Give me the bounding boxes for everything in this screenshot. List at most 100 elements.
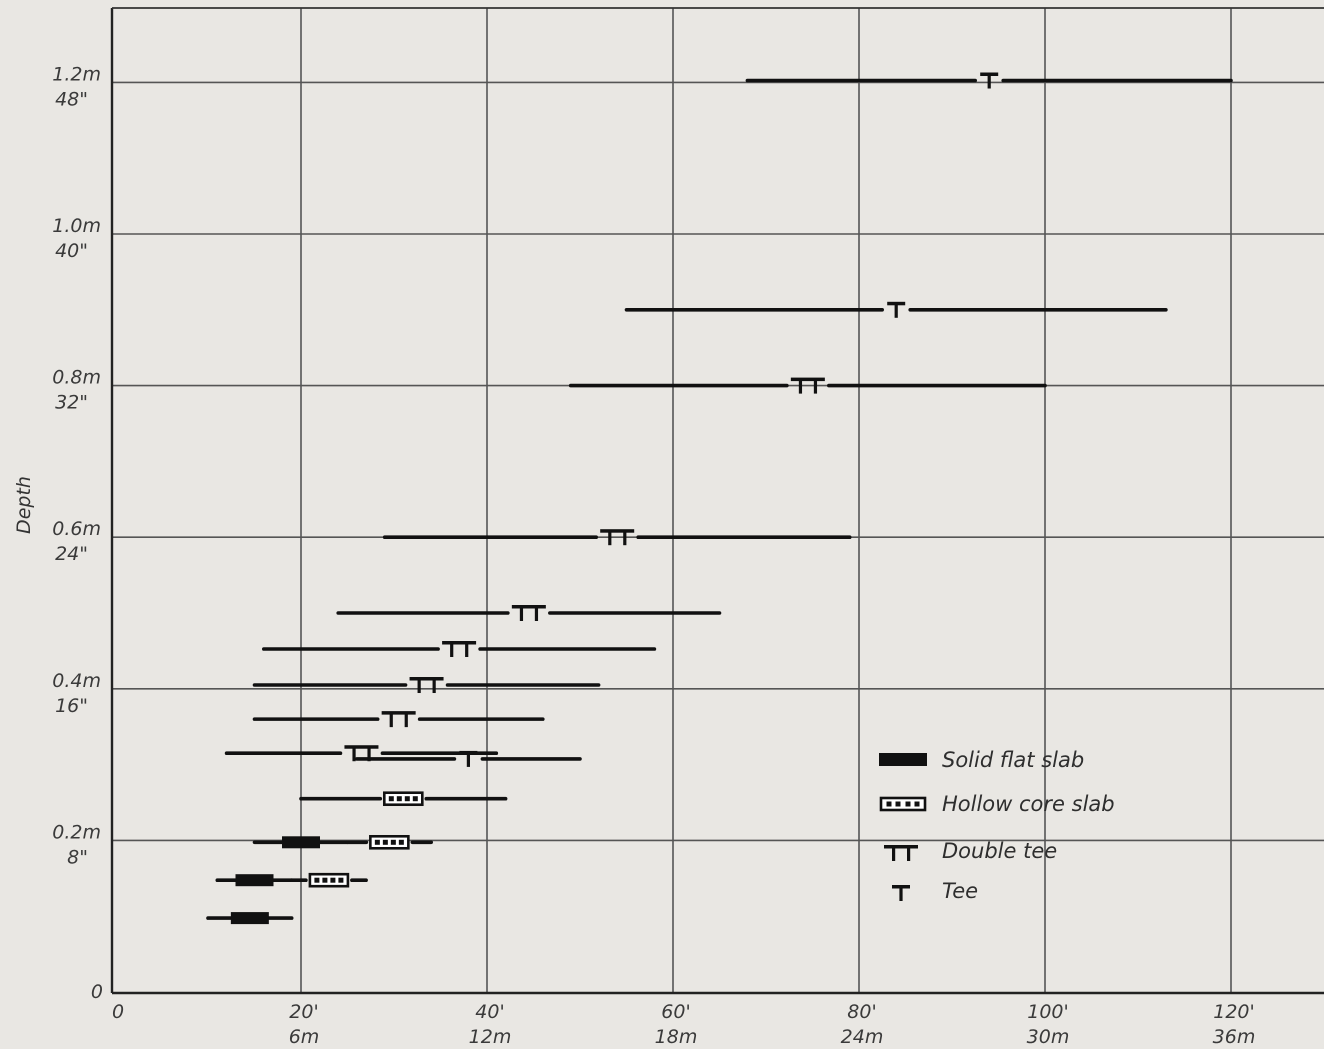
span-range-bars <box>206 72 1233 925</box>
tee-stem <box>519 608 524 621</box>
y-tick-label-imperial: 8" <box>67 846 88 868</box>
tee-stem <box>389 714 393 728</box>
hollow-core <box>412 796 418 802</box>
doubletee-symbol <box>884 845 918 861</box>
hollow-core <box>404 796 410 802</box>
y-tick-label-imperial: 24" <box>55 543 88 565</box>
tee-stem <box>892 848 896 861</box>
legend-item-doubletee: Double tee <box>884 839 1057 863</box>
tee-stem <box>466 753 470 767</box>
hollow-core <box>388 796 394 802</box>
hollow-core <box>338 877 344 883</box>
tee-stem <box>899 888 903 901</box>
y-tick-label: 0.6m <box>52 518 101 540</box>
tee-stem <box>450 644 454 658</box>
tee-symbol <box>892 885 910 901</box>
hollow-core <box>914 801 920 807</box>
hollow-core <box>374 839 380 845</box>
hollow-symbol <box>308 872 350 888</box>
hollow-slab-mark <box>369 834 410 850</box>
hollow-core <box>886 801 892 807</box>
legend-label: Double tee <box>942 839 1057 863</box>
solid-symbol <box>235 874 274 887</box>
hollow-symbol <box>369 834 410 850</box>
tee-flange <box>511 605 546 609</box>
solid-symbol <box>230 912 269 925</box>
x-tick-label: 0 <box>112 1001 124 1023</box>
legend-item-hollow: Hollow core slab <box>879 792 1115 816</box>
tee-symbol <box>887 301 906 318</box>
tee-flange <box>980 72 999 77</box>
tee-stem <box>894 304 898 318</box>
x-tick-label-metric: 24m <box>841 1026 884 1048</box>
doubletee-symbol <box>600 529 635 546</box>
solid-symbol <box>282 836 320 849</box>
tee-stem <box>813 380 818 394</box>
doubletee-symbol <box>344 745 379 762</box>
legend: Solid flat slab Hollow core slab Double te… <box>879 748 1115 903</box>
hollow-core <box>396 796 402 802</box>
tee-flange <box>409 677 444 681</box>
legend-item-solid: Solid flat slab <box>879 748 1084 772</box>
tee-stem <box>417 680 421 694</box>
tee-flange <box>887 301 906 306</box>
y-tick-label: 1.2m <box>52 63 101 85</box>
y-tick-label: 0 <box>91 981 103 1003</box>
y-tick-label-imperial: 16" <box>55 695 88 717</box>
x-tick-label-metric: 6m <box>289 1026 320 1048</box>
x-tick-label-metric: 18m <box>655 1026 698 1048</box>
doubletee-symbol <box>511 605 546 621</box>
hollow-symbol <box>382 791 424 807</box>
tee-stem <box>432 680 436 694</box>
y-tick-label: 0.4m <box>52 670 101 692</box>
solid-slab-mark <box>282 836 320 849</box>
tee-flange <box>600 529 635 533</box>
hollow-core <box>330 877 336 883</box>
hollow-core <box>398 839 404 845</box>
tee-stem <box>404 714 408 728</box>
tee-flange <box>892 885 910 889</box>
x-tick-labels: 0 20' 6m 40' 12m 60' 18m 80' 24m 100' 30m 120' 36m <box>112 1001 1255 1048</box>
solid-slab-mark <box>230 912 269 925</box>
y-tick-label: 0.2m <box>52 821 101 843</box>
doubletee-symbol <box>409 677 444 694</box>
hollow-slab-mark <box>308 872 350 888</box>
tee-flange <box>884 845 918 849</box>
tee-flange <box>442 641 477 645</box>
hollow-legend-icon <box>879 796 927 812</box>
legend-label: Tee <box>942 879 978 903</box>
y-tick-label: 1.0m <box>52 215 101 237</box>
tee-stem <box>987 75 991 89</box>
hollow-core <box>895 801 901 807</box>
tee-stem <box>798 380 803 394</box>
solid-slab-mark <box>235 874 274 887</box>
y-tick-label-imperial: 40" <box>55 240 88 262</box>
tee-stem <box>465 644 469 658</box>
tee-stem <box>608 532 612 546</box>
tee-flange <box>381 711 416 715</box>
x-tick-label: 120' <box>1213 1001 1255 1023</box>
tee-symbol <box>980 72 999 89</box>
hollow-core <box>905 801 911 807</box>
y-axis-label: Depth <box>13 476 35 534</box>
doubletee-symbol <box>442 641 477 658</box>
axes <box>110 7 1324 995</box>
y-tick-label-imperial: 48" <box>55 88 88 110</box>
tee-flange <box>790 377 825 382</box>
x-tick-label-metric: 12m <box>469 1026 512 1048</box>
legend-label: Hollow core slab <box>942 792 1115 816</box>
hollow-core <box>322 877 328 883</box>
tee-flange <box>344 745 379 749</box>
doubletee-symbol <box>381 711 416 728</box>
legend-label: Solid flat slab <box>942 748 1084 772</box>
hollow-core <box>314 877 320 883</box>
x-tick-label: 100' <box>1027 1001 1069 1023</box>
legend-item-tee: Tee <box>892 879 978 903</box>
x-tick-label-metric: 30m <box>1027 1026 1070 1048</box>
hollow-slab-mark <box>382 791 424 807</box>
tee-stem <box>352 748 356 762</box>
solid-legend-icon <box>879 753 927 766</box>
hollow-core <box>382 839 388 845</box>
x-tick-label-metric: 36m <box>1213 1026 1256 1048</box>
